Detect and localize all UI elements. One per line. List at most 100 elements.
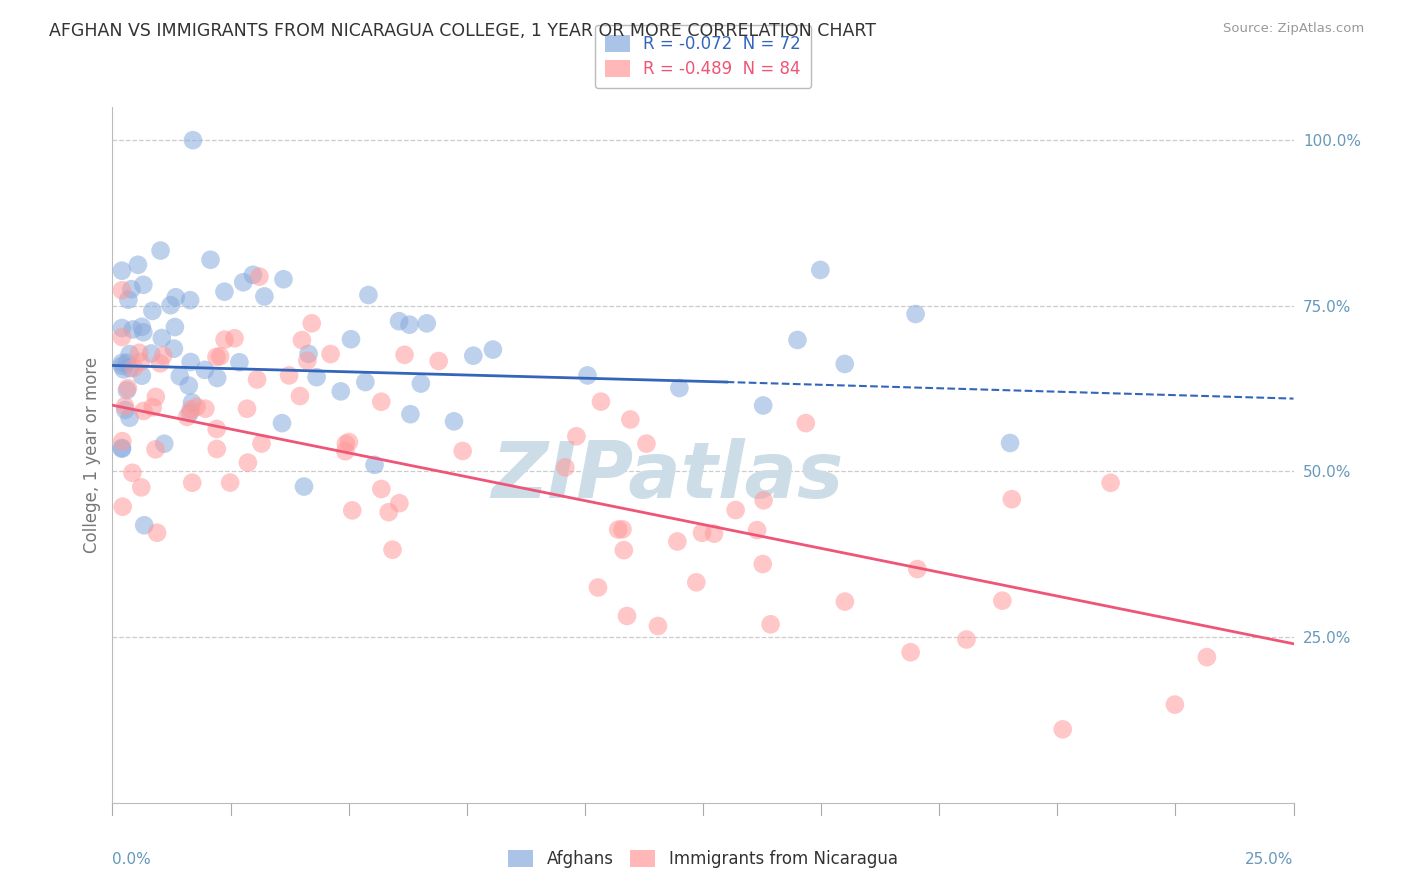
Text: 25.0%: 25.0% bbox=[1246, 852, 1294, 866]
Point bbox=[607, 523, 630, 537]
Point bbox=[381, 542, 404, 557]
Point bbox=[177, 378, 200, 392]
Point bbox=[319, 347, 342, 361]
Point bbox=[115, 384, 138, 398]
Point bbox=[163, 342, 186, 356]
Point bbox=[616, 609, 638, 624]
Point bbox=[612, 522, 634, 536]
Point bbox=[117, 293, 139, 307]
Point bbox=[273, 272, 295, 286]
Point bbox=[340, 332, 363, 346]
Point bbox=[121, 322, 143, 336]
Point bbox=[180, 355, 202, 369]
Point bbox=[565, 429, 588, 443]
Point bbox=[554, 460, 576, 475]
Point bbox=[342, 503, 364, 517]
Point bbox=[703, 526, 725, 541]
Point bbox=[181, 475, 204, 490]
Point bbox=[179, 293, 201, 308]
Point bbox=[127, 258, 149, 272]
Point bbox=[111, 442, 134, 456]
Point bbox=[443, 414, 465, 428]
Point bbox=[786, 333, 808, 347]
Point bbox=[794, 416, 817, 430]
Point bbox=[186, 400, 208, 414]
Point bbox=[337, 435, 360, 450]
Point bbox=[1195, 650, 1218, 665]
Point bbox=[209, 349, 232, 363]
Legend: R = -0.072  N = 72, R = -0.489  N = 84: R = -0.072 N = 72, R = -0.489 N = 84 bbox=[595, 25, 811, 88]
Point bbox=[668, 381, 690, 395]
Point bbox=[200, 252, 222, 267]
Point bbox=[576, 368, 599, 383]
Point bbox=[305, 370, 328, 384]
Point bbox=[904, 307, 927, 321]
Point bbox=[205, 422, 228, 436]
Point bbox=[181, 395, 204, 409]
Point bbox=[128, 346, 150, 360]
Point bbox=[114, 403, 136, 417]
Point bbox=[752, 557, 775, 571]
Point bbox=[118, 361, 141, 376]
Point bbox=[998, 436, 1021, 450]
Point bbox=[180, 402, 202, 417]
Point bbox=[165, 290, 187, 304]
Point bbox=[335, 437, 357, 451]
Point bbox=[291, 333, 314, 347]
Point bbox=[228, 355, 250, 369]
Point bbox=[246, 372, 269, 386]
Point bbox=[398, 318, 420, 332]
Point bbox=[427, 354, 450, 368]
Point bbox=[111, 441, 134, 455]
Point bbox=[111, 330, 134, 344]
Point bbox=[354, 375, 377, 389]
Point bbox=[388, 496, 411, 510]
Point bbox=[142, 401, 165, 415]
Point bbox=[163, 320, 186, 334]
Point bbox=[141, 304, 163, 318]
Point bbox=[194, 401, 217, 416]
Text: 0.0%: 0.0% bbox=[112, 852, 152, 866]
Point bbox=[146, 525, 169, 540]
Point bbox=[214, 285, 236, 299]
Point bbox=[394, 348, 416, 362]
Point bbox=[111, 356, 134, 370]
Point bbox=[278, 368, 301, 383]
Point bbox=[463, 349, 485, 363]
Point bbox=[589, 394, 612, 409]
Point bbox=[118, 410, 141, 425]
Point bbox=[153, 436, 176, 450]
Point bbox=[134, 518, 156, 533]
Point bbox=[297, 347, 319, 361]
Point bbox=[808, 263, 831, 277]
Point bbox=[149, 356, 172, 370]
Point bbox=[292, 479, 315, 493]
Point bbox=[647, 619, 669, 633]
Point bbox=[834, 357, 856, 371]
Point bbox=[377, 505, 399, 519]
Point bbox=[301, 316, 323, 330]
Point bbox=[112, 362, 135, 376]
Point bbox=[451, 444, 474, 458]
Point bbox=[955, 632, 977, 647]
Point bbox=[194, 363, 217, 377]
Point bbox=[181, 133, 204, 147]
Point bbox=[613, 543, 636, 558]
Point bbox=[357, 288, 380, 302]
Point bbox=[145, 442, 167, 457]
Point bbox=[120, 282, 142, 296]
Point bbox=[745, 523, 768, 537]
Point bbox=[329, 384, 352, 399]
Point bbox=[619, 412, 641, 426]
Point bbox=[118, 347, 141, 361]
Y-axis label: College, 1 year or more: College, 1 year or more bbox=[83, 357, 101, 553]
Point bbox=[288, 389, 311, 403]
Point bbox=[205, 442, 228, 456]
Point bbox=[117, 381, 139, 395]
Point bbox=[219, 475, 242, 490]
Point bbox=[905, 562, 928, 576]
Point bbox=[271, 416, 294, 430]
Point bbox=[249, 269, 271, 284]
Point bbox=[335, 444, 357, 458]
Point bbox=[409, 376, 432, 391]
